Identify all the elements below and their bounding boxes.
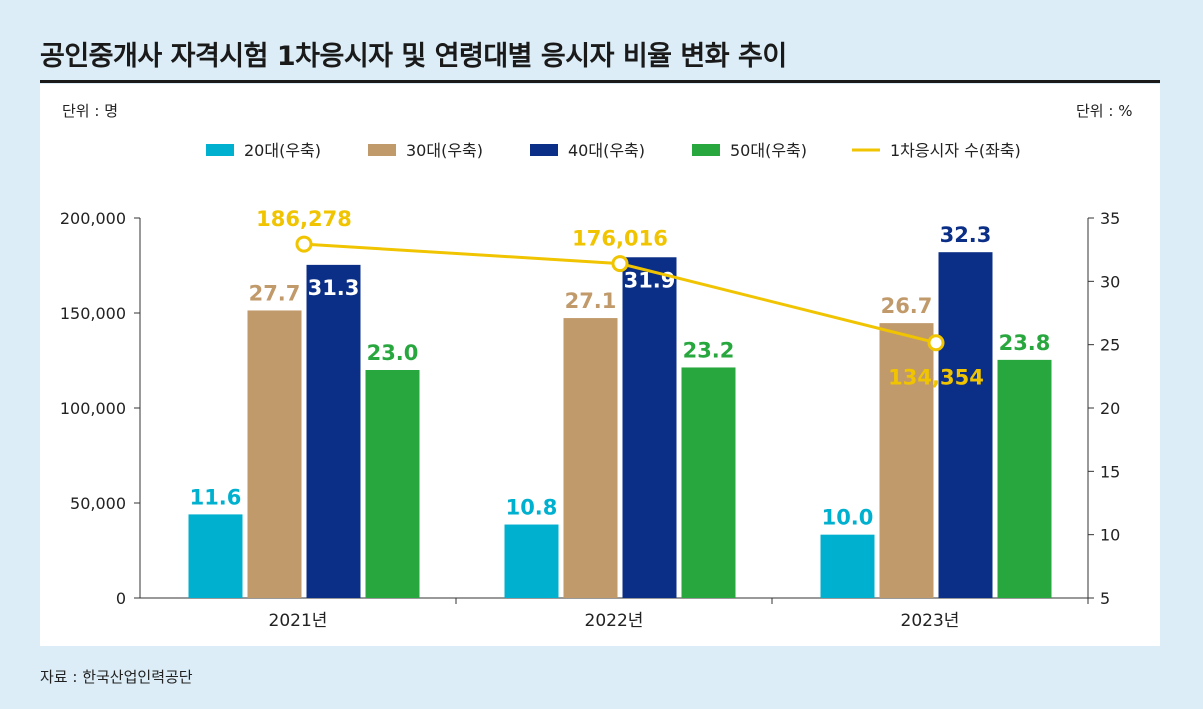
legend-label: 20대(우축) bbox=[244, 141, 321, 160]
line-point bbox=[611, 255, 629, 273]
left-tick-label: 100,000 bbox=[60, 399, 126, 418]
legend-label: 40대(우축) bbox=[568, 141, 645, 160]
bar-30s-1 bbox=[247, 310, 302, 598]
legend-label: 30대(우축) bbox=[406, 141, 483, 160]
data-label-50s: 23.0 bbox=[367, 341, 419, 365]
data-label-20s: 11.6 bbox=[190, 485, 242, 509]
legend-swatch bbox=[368, 144, 396, 156]
right-tick-label: 20 bbox=[1100, 399, 1120, 418]
data-label-30s: 27.1 bbox=[565, 289, 617, 313]
right-tick-label: 15 bbox=[1100, 462, 1120, 481]
left-unit-label: 단위 : 명 bbox=[62, 102, 118, 120]
legend-swatch bbox=[530, 144, 558, 156]
data-label-20s: 10.8 bbox=[506, 496, 558, 520]
bar-40s-1 bbox=[306, 264, 361, 598]
bar-30s-3 bbox=[879, 323, 934, 598]
source-note: 자료 : 한국산업인력공단 bbox=[40, 668, 193, 686]
left-tick-label: 200,000 bbox=[60, 209, 126, 228]
right-tick-label: 35 bbox=[1100, 209, 1120, 228]
chart-title: 공인중개사 자격시험 1차응시자 및 연령대별 응시자 비율 변화 추이 bbox=[40, 41, 787, 72]
right-tick-label: 10 bbox=[1100, 526, 1120, 545]
legend-swatch bbox=[206, 144, 234, 156]
right-tick-label: 25 bbox=[1100, 336, 1120, 355]
right-tick-label: 5 bbox=[1100, 589, 1110, 608]
line-data-label: 176,016 bbox=[572, 227, 668, 251]
bar-20s-1 bbox=[188, 514, 243, 598]
bar-50s-2 bbox=[681, 367, 736, 598]
data-label-50s: 23.2 bbox=[683, 338, 735, 362]
data-label-50s: 23.8 bbox=[999, 331, 1051, 355]
bar-40s-3 bbox=[938, 252, 993, 598]
right-unit-label: 단위 : % bbox=[1076, 102, 1133, 120]
data-label-30s: 27.7 bbox=[249, 281, 301, 305]
bar-50s-3 bbox=[997, 359, 1052, 598]
bar-30s-2 bbox=[563, 318, 618, 598]
right-tick-label: 30 bbox=[1100, 272, 1120, 291]
data-label-30s: 26.7 bbox=[881, 294, 933, 318]
x-tick-label: 2023년 bbox=[901, 611, 960, 631]
left-tick-label: 0 bbox=[116, 589, 126, 608]
bar-50s-1 bbox=[365, 370, 420, 598]
bar-20s-2 bbox=[504, 524, 559, 598]
data-label-40s: 31.3 bbox=[308, 276, 360, 300]
bar-20s-3 bbox=[820, 534, 875, 598]
bar-40s-2 bbox=[622, 257, 677, 598]
line-data-label: 186,278 bbox=[256, 207, 352, 231]
data-label-20s: 10.0 bbox=[822, 506, 874, 530]
line-data-label: 134,354 bbox=[888, 366, 984, 390]
data-label-40s: 32.3 bbox=[940, 223, 992, 247]
legend-label: 1차응시자 수(좌축) bbox=[890, 141, 1021, 160]
legend-swatch bbox=[692, 144, 720, 156]
left-tick-label: 150,000 bbox=[60, 304, 126, 323]
line-point bbox=[927, 334, 945, 352]
title-rule bbox=[40, 80, 1160, 83]
legend-label: 50대(우축) bbox=[730, 141, 807, 160]
x-tick-label: 2022년 bbox=[585, 611, 644, 631]
left-tick-label: 50,000 bbox=[70, 494, 126, 513]
x-tick-label: 2021년 bbox=[269, 611, 328, 631]
line-point bbox=[295, 235, 313, 253]
